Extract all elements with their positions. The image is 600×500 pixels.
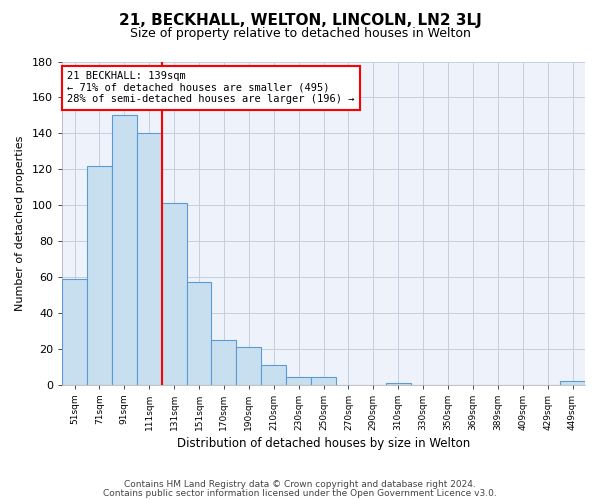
Bar [560,381,585,384]
Bar [211,340,236,384]
Bar [137,134,161,384]
Text: Contains HM Land Registry data © Crown copyright and database right 2024.: Contains HM Land Registry data © Crown c… [124,480,476,489]
Bar [236,347,261,385]
Text: 21, BECKHALL, WELTON, LINCOLN, LN2 3LJ: 21, BECKHALL, WELTON, LINCOLN, LN2 3LJ [119,12,481,28]
Bar [62,278,87,384]
Bar [311,378,336,384]
Bar [261,365,286,384]
Y-axis label: Number of detached properties: Number of detached properties [15,136,25,311]
Bar [286,378,311,384]
Bar [386,383,410,384]
Bar [112,116,137,384]
Bar [187,282,211,384]
Text: 21 BECKHALL: 139sqm
← 71% of detached houses are smaller (495)
28% of semi-detac: 21 BECKHALL: 139sqm ← 71% of detached ho… [67,71,355,104]
Text: Contains public sector information licensed under the Open Government Licence v3: Contains public sector information licen… [103,489,497,498]
Bar [87,166,112,384]
X-axis label: Distribution of detached houses by size in Welton: Distribution of detached houses by size … [177,437,470,450]
Text: Size of property relative to detached houses in Welton: Size of property relative to detached ho… [130,28,470,40]
Bar [161,204,187,384]
